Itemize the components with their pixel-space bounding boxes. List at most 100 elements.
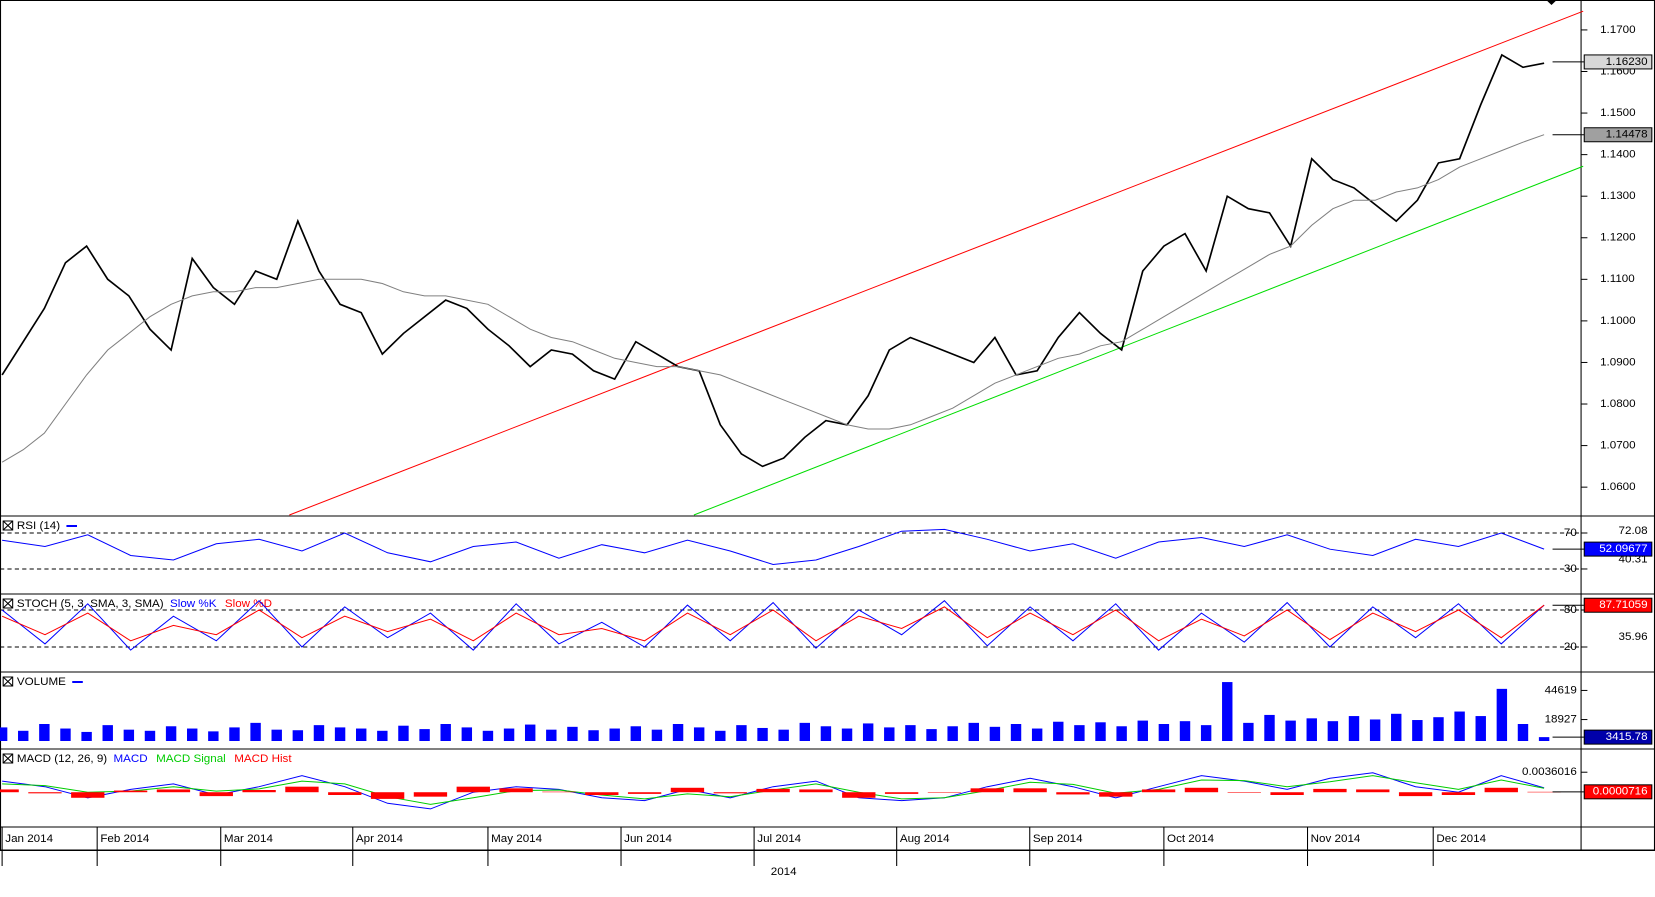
series-line bbox=[1, 53, 1545, 468]
bar bbox=[18, 730, 29, 741]
value-tag-label: 40.31 bbox=[1619, 554, 1648, 566]
bar bbox=[229, 727, 240, 741]
frame bbox=[0, 0, 1655, 851]
y-tick-label: 1.1300 bbox=[1600, 190, 1635, 202]
bar bbox=[756, 788, 790, 793]
bar bbox=[377, 730, 388, 741]
bar bbox=[60, 728, 71, 741]
bar bbox=[123, 729, 135, 741]
bar bbox=[1484, 787, 1518, 793]
bar bbox=[542, 791, 576, 793]
bar bbox=[113, 790, 148, 793]
bar bbox=[1475, 716, 1486, 741]
value-tag-label: 0.0000716 bbox=[1593, 786, 1648, 798]
y-tick-label: 1.1400 bbox=[1600, 149, 1635, 161]
trend-line bbox=[289, 10, 1584, 516]
x-tick-label: Jun 2014 bbox=[624, 833, 672, 845]
bar bbox=[1527, 791, 1561, 793]
bar bbox=[693, 727, 705, 741]
bar bbox=[1222, 682, 1233, 741]
bar bbox=[292, 730, 304, 741]
y-tick-label: 1.1700 bbox=[1600, 24, 1635, 36]
x-tick-label: Jan 2014 bbox=[5, 833, 53, 845]
bar bbox=[927, 792, 962, 793]
bar bbox=[588, 730, 599, 741]
y-tick-label: 1.1500 bbox=[1600, 107, 1635, 119]
bar bbox=[1391, 713, 1402, 741]
bar bbox=[39, 724, 50, 741]
legend-checkbox-cross bbox=[2, 753, 14, 764]
bar bbox=[989, 726, 1001, 741]
x-tick-label: Jul 2014 bbox=[757, 833, 801, 845]
bar bbox=[1517, 724, 1529, 741]
bar bbox=[199, 792, 233, 797]
bar bbox=[102, 725, 113, 741]
bar bbox=[585, 792, 619, 795]
bar bbox=[970, 788, 1004, 793]
bar bbox=[672, 724, 684, 741]
bar bbox=[820, 726, 832, 741]
bar bbox=[1356, 789, 1390, 793]
bar bbox=[1348, 716, 1360, 741]
bar bbox=[670, 787, 705, 793]
bar bbox=[398, 725, 409, 741]
bar bbox=[1031, 728, 1043, 741]
bar bbox=[841, 728, 853, 741]
value-tag-label: 72.08 bbox=[1619, 525, 1648, 537]
y-tick-label: 1.1600 bbox=[1600, 66, 1635, 78]
bar bbox=[440, 724, 451, 741]
x-tick-label: Sep 2014 bbox=[1033, 833, 1083, 845]
x-tick-label: Aug 2014 bbox=[900, 833, 950, 845]
bar bbox=[1496, 688, 1508, 741]
x-tick-label: May 2014 bbox=[491, 833, 542, 845]
bar bbox=[627, 792, 662, 794]
bar bbox=[799, 789, 833, 793]
bar bbox=[482, 730, 494, 741]
bar bbox=[1441, 792, 1476, 795]
bar bbox=[1398, 792, 1433, 797]
bar bbox=[651, 729, 663, 741]
trend-line bbox=[693, 165, 1584, 516]
bar bbox=[905, 725, 916, 741]
legend-checkbox-cross bbox=[2, 598, 14, 609]
bar bbox=[1200, 725, 1212, 741]
legend-entry: MACD bbox=[114, 753, 148, 765]
bar bbox=[28, 792, 62, 794]
bar bbox=[1243, 722, 1254, 741]
bar bbox=[630, 726, 642, 741]
bar bbox=[503, 728, 515, 741]
bar bbox=[285, 786, 319, 793]
x-tick-label: Feb 2014 bbox=[100, 833, 149, 845]
bar bbox=[499, 788, 533, 793]
bar bbox=[0, 727, 8, 741]
panel-legend: MACD (12, 26, 9) MACD MACD Signal MACD Hist bbox=[2, 753, 292, 765]
bar bbox=[1141, 789, 1176, 793]
scroll-marker bbox=[1546, 0, 1557, 5]
y-tick-label: 1.1200 bbox=[1600, 232, 1635, 244]
bar bbox=[1433, 717, 1444, 741]
bar bbox=[736, 725, 747, 741]
value-tag-label: 52.09677 bbox=[1599, 543, 1647, 555]
bar bbox=[1412, 720, 1423, 741]
bar bbox=[144, 730, 156, 741]
bar bbox=[926, 729, 937, 741]
bar bbox=[208, 731, 219, 741]
bar bbox=[1095, 722, 1106, 741]
x-tick-label: Dec 2014 bbox=[1436, 833, 1486, 845]
bar bbox=[1158, 724, 1170, 741]
bar bbox=[165, 726, 177, 741]
bar bbox=[1264, 714, 1275, 741]
bar bbox=[71, 792, 105, 798]
y-tick-label: 1.0800 bbox=[1600, 398, 1635, 410]
bar bbox=[715, 730, 726, 741]
bar bbox=[1369, 719, 1381, 741]
series-line bbox=[1, 134, 1545, 463]
y-tick-label: 44619 bbox=[1545, 685, 1577, 697]
bar bbox=[1056, 792, 1090, 795]
bar bbox=[842, 792, 876, 798]
value-tag-label: 1.14478 bbox=[1606, 129, 1648, 141]
y-tick-label: 1.0700 bbox=[1600, 440, 1635, 452]
bar bbox=[757, 727, 768, 741]
bar bbox=[884, 727, 895, 741]
bar bbox=[1285, 720, 1296, 741]
